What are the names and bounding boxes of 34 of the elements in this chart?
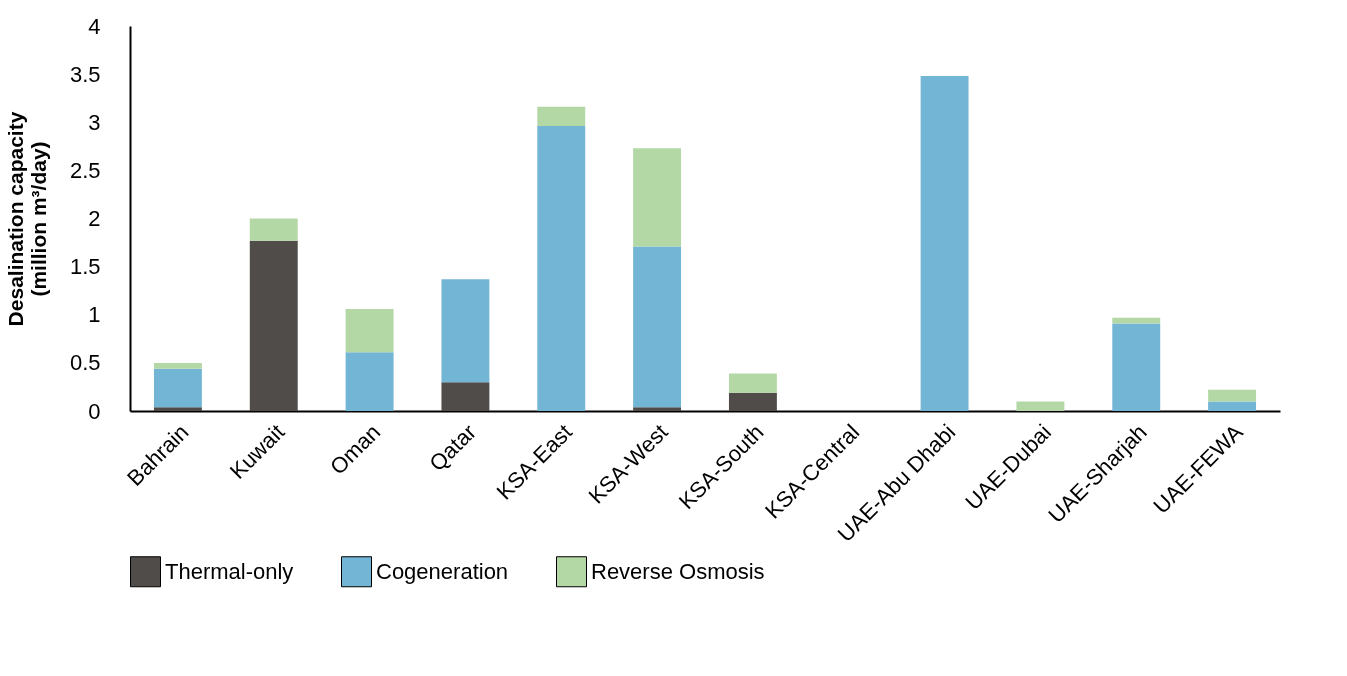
- y-axis-title: Desalination capacity (million m³/day): [3, 111, 50, 327]
- y-tick-label: 2: [88, 206, 101, 231]
- bar: [633, 246, 682, 408]
- bar: [1208, 389, 1257, 402]
- legend-label: Thermal-only: [165, 558, 294, 584]
- bar: [153, 407, 202, 411]
- bar: [345, 308, 394, 353]
- bar: [153, 362, 202, 369]
- bar: [1112, 323, 1161, 411]
- y-tick-label: 1.5: [69, 254, 101, 280]
- bar: [537, 106, 586, 127]
- bar: [249, 240, 298, 411]
- y-tick-label: 0.5: [69, 350, 101, 376]
- bar: [728, 392, 777, 411]
- y-tick-label: 0: [88, 398, 101, 424]
- y-tick-label: 4: [88, 13, 101, 39]
- bar: [441, 279, 490, 383]
- y-tick-label: 3.5: [69, 61, 101, 87]
- y-tick-label: 3: [88, 109, 101, 135]
- bar: [633, 407, 682, 411]
- bar: [920, 76, 969, 411]
- bar: [633, 148, 682, 247]
- bar: [441, 382, 490, 411]
- bar: [1016, 401, 1065, 411]
- legend-label: Reverse Osmosis: [591, 558, 765, 584]
- bar: [728, 373, 777, 393]
- legend-label: Cogeneration: [376, 558, 509, 584]
- bar: [345, 352, 394, 411]
- y-tick-label: 2.5: [69, 157, 101, 183]
- bar: [1208, 401, 1257, 411]
- y-tick-label: 1: [88, 302, 101, 328]
- bar: [537, 126, 586, 411]
- bar: [249, 218, 298, 241]
- bar: [153, 368, 202, 408]
